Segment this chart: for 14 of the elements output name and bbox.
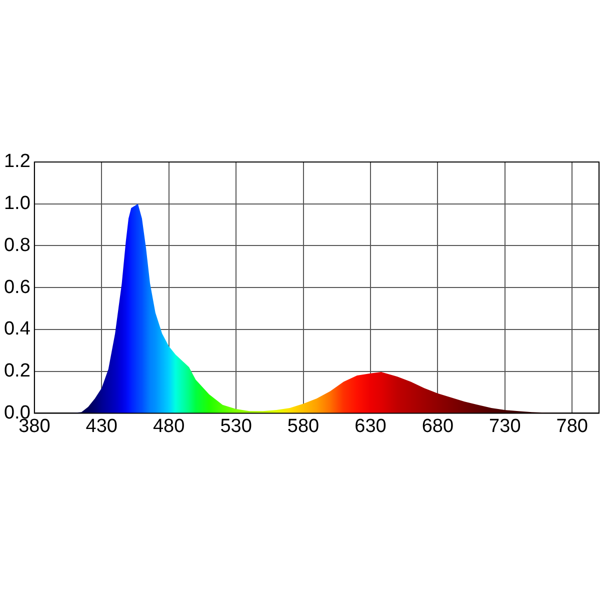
x-tick-label: 480 bbox=[152, 416, 185, 437]
x-tick-label: 780 bbox=[556, 416, 588, 437]
x-tick-label: 430 bbox=[86, 416, 118, 437]
y-tick-label: 0.4 bbox=[4, 318, 31, 340]
x-tick-label: 530 bbox=[220, 416, 252, 437]
x-tick-label: 580 bbox=[287, 416, 320, 437]
x-tick-label: 730 bbox=[489, 416, 521, 437]
y-tick-label: 1.2 bbox=[4, 151, 30, 172]
y-tick-label: 0.6 bbox=[4, 276, 30, 298]
y-tick-label: 0.2 bbox=[4, 360, 30, 382]
x-tick-label: 630 bbox=[354, 416, 386, 437]
x-tick-label: 680 bbox=[422, 416, 454, 437]
y-tick-label: 1.0 bbox=[4, 193, 30, 214]
y-tick-label: 0.8 bbox=[4, 234, 30, 256]
